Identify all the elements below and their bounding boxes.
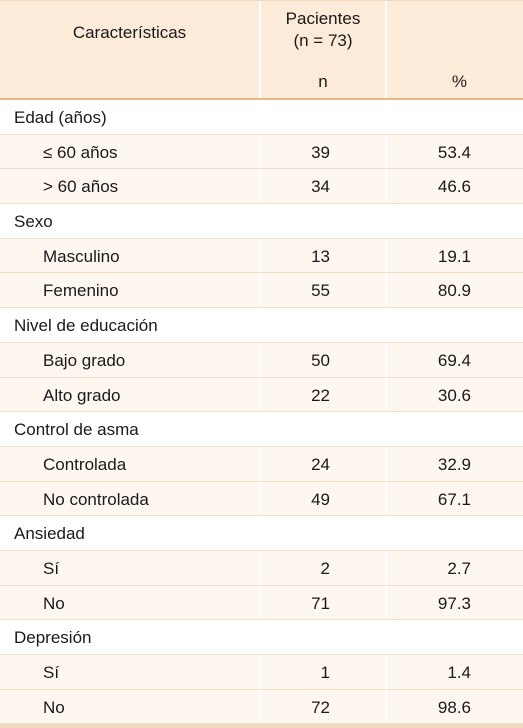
percent-cell: 53.4 <box>437 142 471 162</box>
category-row: Control de asma <box>0 412 523 447</box>
count-cell: 50 <box>311 350 330 370</box>
table-row: No 72 98.6 <box>0 689 523 725</box>
table-row: Controlada 24 32.9 <box>0 446 523 482</box>
column-divider <box>259 134 261 169</box>
percent-cell: 19.1 <box>437 246 471 266</box>
table-body: Edad (años) ≤ 60 años 39 53.4 > 60 años 34 46.… <box>0 100 523 725</box>
column-divider <box>259 585 261 620</box>
header-patients-group: Pacientes (n = 73) n <box>261 1 387 98</box>
header-n-label: n <box>318 72 328 91</box>
column-divider <box>259 446 261 481</box>
category-label: Sexo <box>14 212 53 232</box>
count-cell: 24 <box>311 454 330 474</box>
category-label: Nivel de educación <box>14 316 158 336</box>
row-label: Bajo grado <box>43 350 126 370</box>
count-cell: 72 <box>311 697 330 717</box>
row-label: No <box>43 593 65 613</box>
category-label: Ansiedad <box>14 524 85 544</box>
column-divider <box>259 655 261 689</box>
percent-cell: 80.9 <box>437 281 471 301</box>
percent-cell: 97.3 <box>437 593 471 613</box>
column-divider <box>385 585 387 620</box>
count-cell: 1 <box>320 663 330 682</box>
column-divider <box>259 273 261 308</box>
column-divider <box>385 377 387 412</box>
percent-cell: 67.1 <box>437 489 471 509</box>
count-cell: 55 <box>311 281 330 301</box>
table-row: No 71 97.3 <box>0 585 523 621</box>
row-label: Sí <box>43 558 60 578</box>
count-cell: 71 <box>311 593 330 613</box>
header-characteristics: Características <box>0 1 261 98</box>
count-cell: 39 <box>311 142 330 162</box>
table-row: Alto grado 22 30.6 <box>0 377 523 413</box>
table-row: Femenino 55 80.9 <box>0 273 523 309</box>
row-label: No <box>43 697 65 717</box>
table-header: Características Pacientes (n = 73) n % <box>0 0 523 100</box>
count-cell: 13 <box>311 246 330 266</box>
header-characteristics-label: Características <box>72 23 187 42</box>
count-cell: 49 <box>311 489 330 509</box>
percent-cell: 98.6 <box>437 697 471 717</box>
row-label: No controlada <box>43 489 149 509</box>
percent-cell: 30.6 <box>437 385 471 405</box>
header-patients-line1: Pacientes <box>285 9 361 28</box>
column-divider <box>385 689 387 724</box>
table-row: No controlada 49 67.1 <box>0 481 523 517</box>
percent-cell: 1.4 <box>447 663 471 682</box>
header-percent-label: % <box>451 72 467 91</box>
column-divider <box>259 481 261 516</box>
table-row: Masculino 13 19.1 <box>0 238 523 274</box>
row-label: Controlada <box>43 454 127 474</box>
percent-cell: 69.4 <box>437 350 471 370</box>
column-divider <box>259 689 261 724</box>
column-divider <box>385 134 387 169</box>
category-label: Depresión <box>14 628 92 648</box>
column-divider <box>385 238 387 273</box>
category-row: Nivel de educación <box>0 308 523 343</box>
count-cell: 22 <box>311 385 330 405</box>
row-label: Masculino <box>43 246 120 266</box>
table-row: Sí 1 1.4 <box>0 655 523 690</box>
row-label: > 60 años <box>43 177 119 197</box>
column-divider <box>259 550 261 585</box>
header-percent: % <box>387 1 523 98</box>
column-divider <box>385 446 387 481</box>
column-divider <box>385 273 387 308</box>
count-cell: 34 <box>311 177 330 197</box>
column-divider <box>259 377 261 412</box>
table-row: Bajo grado 50 69.4 <box>0 342 523 378</box>
column-divider <box>385 169 387 204</box>
percent-cell: 46.6 <box>437 177 471 197</box>
percent-cell: 2.7 <box>447 558 471 578</box>
header-patients-line2: (n = 73) <box>293 31 353 50</box>
count-cell: 2 <box>320 558 330 578</box>
category-row: Sexo <box>0 204 523 239</box>
table-row: ≤ 60 años 39 53.4 <box>0 134 523 170</box>
category-label: Control de asma <box>14 420 139 440</box>
column-divider <box>259 238 261 273</box>
row-label: Alto grado <box>43 385 121 405</box>
column-divider <box>259 169 261 204</box>
column-divider <box>385 550 387 585</box>
category-row: Edad (años) <box>0 100 523 135</box>
category-row: Ansiedad <box>0 516 523 551</box>
column-divider <box>385 481 387 516</box>
row-label: ≤ 60 años <box>43 142 118 162</box>
column-divider <box>385 342 387 377</box>
column-divider <box>259 342 261 377</box>
row-label: Sí <box>43 663 60 682</box>
table-row: Sí 2 2.7 <box>0 550 523 586</box>
table-row: > 60 años 34 46.6 <box>0 169 523 205</box>
column-divider <box>385 655 387 689</box>
row-label: Femenino <box>43 281 119 301</box>
percent-cell: 32.9 <box>437 454 471 474</box>
category-label: Edad (años) <box>14 108 107 127</box>
category-row: Depresión <box>0 620 523 655</box>
header-patients-label: Pacientes (n = 73) <box>261 8 385 52</box>
